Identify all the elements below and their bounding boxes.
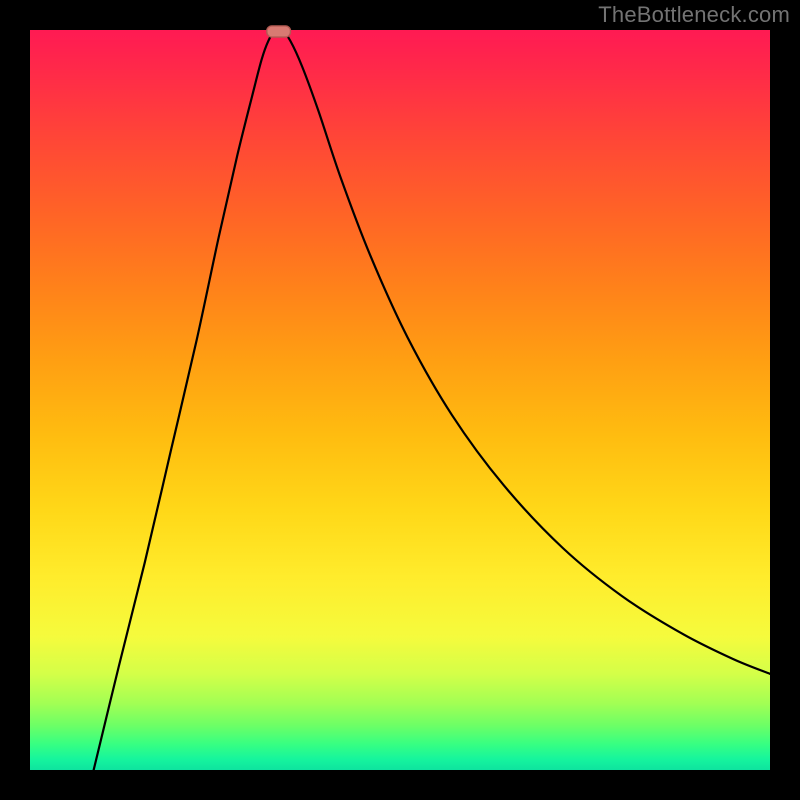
minimum-marker [267, 26, 291, 37]
watermark-text: TheBottleneck.com [598, 2, 790, 28]
chart-container: { "watermark": { "text": "TheBottleneck.… [0, 0, 800, 800]
plot-background [30, 30, 770, 770]
bottleneck-curve-chart [0, 0, 800, 800]
